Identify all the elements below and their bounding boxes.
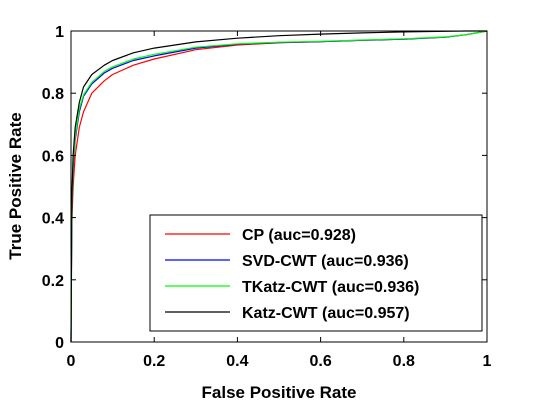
y-tick-label: 0.8 xyxy=(42,86,64,103)
legend-label: Katz-CWT (auc=0.957) xyxy=(242,305,410,322)
x-tick-label: 0.2 xyxy=(143,353,165,370)
y-tick-label: 0.2 xyxy=(42,273,64,290)
y-tick-label: 0.4 xyxy=(42,211,64,228)
series-layer xyxy=(70,30,488,343)
x-tick-label: 0.4 xyxy=(226,353,248,370)
y-tick-label: 0.6 xyxy=(42,148,64,165)
x-tick-label: 1 xyxy=(483,353,492,370)
legend-label: SVD-CWT (auc=0.936) xyxy=(242,253,409,270)
y-tick-label: 1 xyxy=(55,24,64,41)
x-axis-label: False Positive Rate xyxy=(202,383,357,402)
y-tick-label: 0 xyxy=(55,335,64,352)
x-tick-label: 0.6 xyxy=(309,353,331,370)
x-tick-label: 0 xyxy=(67,353,76,370)
y-axis-label: True Positive Rate xyxy=(6,112,25,259)
legend-label: CP (auc=0.928) xyxy=(242,227,356,244)
x-tick-label: 0.8 xyxy=(393,353,415,370)
legend: CP (auc=0.928) SVD-CWT (auc=0.936) TKatz-C… xyxy=(149,214,483,332)
series-line-3 xyxy=(70,30,488,343)
legend-label: TKatz-CWT (auc=0.936) xyxy=(242,279,419,296)
ticks-layer: 0 0.2 0.4 0.6 0.8 1 0 0.2 0.4 0.6 0.8 1 xyxy=(42,24,492,370)
series-line-4 xyxy=(70,30,487,343)
